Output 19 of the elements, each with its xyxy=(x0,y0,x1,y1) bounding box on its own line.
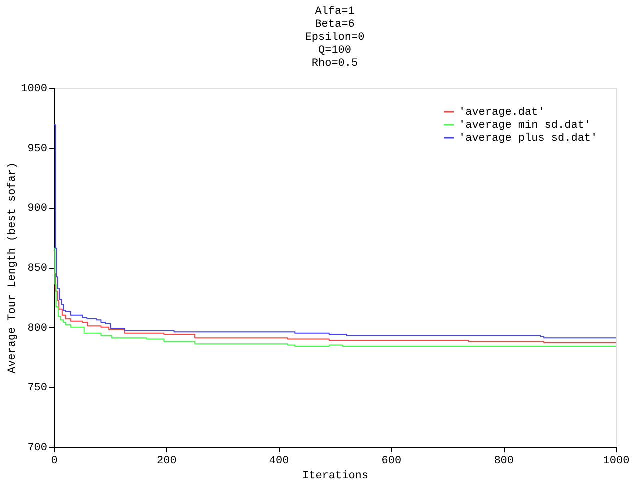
y-tick-label: 700 xyxy=(28,442,48,454)
y-axis-title: Average Tour Length (best sofar) xyxy=(7,162,20,374)
x-tick-label: 0 xyxy=(51,456,58,468)
chart-title: Alfa=1 Beta=6 Epsilon=0 Q=100 Rho=0.5 xyxy=(305,6,365,70)
y-tick-label: 800 xyxy=(28,322,48,335)
x-tick-label: 400 xyxy=(269,456,290,468)
y-tick-label: 950 xyxy=(28,143,48,156)
x-axis-title: Iterations xyxy=(302,470,369,480)
y-tick-label: 1000 xyxy=(21,84,48,96)
y-tick-label: 900 xyxy=(28,203,48,216)
y-tick-label: 850 xyxy=(28,263,48,275)
legend-label: 'average.dat' xyxy=(459,107,545,119)
legend-label: 'average min sd.dat' xyxy=(459,120,592,132)
x-tick-label: 600 xyxy=(382,456,402,468)
x-tick-label: 200 xyxy=(156,456,177,468)
y-tick-label: 750 xyxy=(28,382,48,395)
x-tick-label: 800 xyxy=(494,456,514,468)
x-tick-label: 1000 xyxy=(603,456,630,468)
legend-label: 'average plus sd.dat' xyxy=(459,133,598,145)
